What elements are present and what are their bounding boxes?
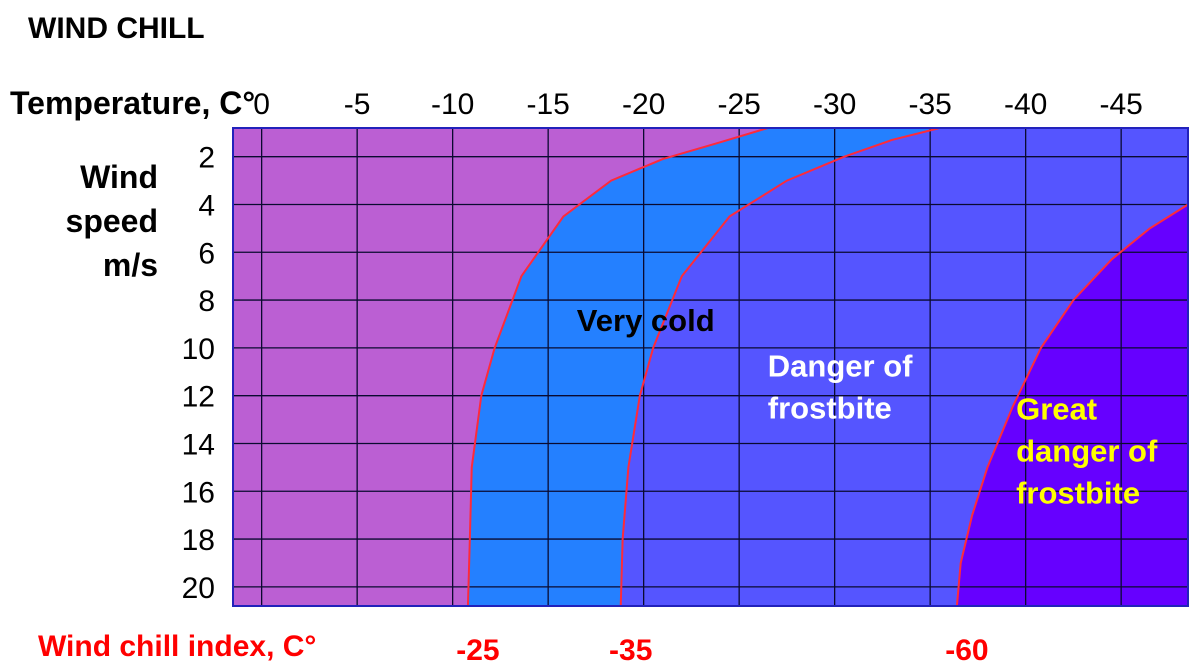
y-axis-ticks: 2 4 6 8 10 12 14 16 18 20: [182, 142, 215, 605]
boundary-curve-1: [466, 127, 769, 607]
y-label-line: m/s: [103, 247, 158, 283]
x-tick-label: 0: [253, 88, 270, 121]
y-axis-label: Wind speed m/s: [66, 159, 158, 283]
y-tick-label: 20: [182, 572, 215, 605]
wind-chill-index-values: -25 -35 -60: [456, 634, 988, 667]
y-label-line: Wind: [80, 159, 158, 195]
x-tick-label: -45: [1099, 88, 1142, 121]
y-tick-label: 16: [182, 476, 215, 509]
boundary-curve-3: [955, 203, 1189, 607]
y-tick-label: 4: [198, 189, 215, 222]
region-label-3: Great: [1016, 392, 1097, 427]
index-value-2: -35: [609, 634, 652, 667]
y-tick-label: 8: [198, 285, 215, 318]
x-tick-label: -10: [431, 88, 474, 121]
x-tick-label: -5: [344, 88, 371, 121]
wind-chill-index-label: Wind chill index, C°: [38, 630, 316, 663]
plot-frame: [232, 127, 1189, 607]
region-label-2: Danger of: [768, 349, 913, 384]
x-tick-label: -15: [526, 88, 569, 121]
boundary-curve-2: [619, 127, 940, 607]
region-label-1: Very cold: [577, 303, 715, 338]
region-labels: Very cold Danger of frostbite Great danger o…: [577, 303, 1158, 510]
region-label-3: frostbite: [1016, 476, 1140, 511]
x-axis-ticks: 0 -5 -10 -15 -20 -25 -30 -35 -40 -45: [253, 88, 1143, 121]
region-3: [956, 204, 1188, 607]
region-label-3: danger of: [1016, 434, 1158, 469]
y-label-line: speed: [66, 203, 158, 239]
y-tick-label: 10: [182, 333, 215, 366]
index-value-3: -60: [945, 634, 988, 667]
index-value-1: -25: [456, 634, 499, 667]
y-tick-label: 18: [182, 524, 215, 557]
x-tick-label: -35: [908, 88, 951, 121]
x-axis-label: Temperature, C°: [10, 85, 255, 121]
x-tick-label: -40: [1004, 88, 1047, 121]
y-tick-label: 12: [182, 381, 215, 414]
chart-title: WIND CHILL: [28, 12, 205, 45]
y-tick-label: 14: [182, 428, 215, 461]
y-tick-label: 6: [198, 237, 215, 270]
plot-area: [232, 127, 1189, 607]
x-tick-label: -25: [717, 88, 760, 121]
x-tick-label: -30: [813, 88, 856, 121]
region-label-2: frostbite: [768, 391, 892, 426]
x-tick-label: -20: [622, 88, 665, 121]
y-tick-label: 2: [198, 142, 215, 175]
